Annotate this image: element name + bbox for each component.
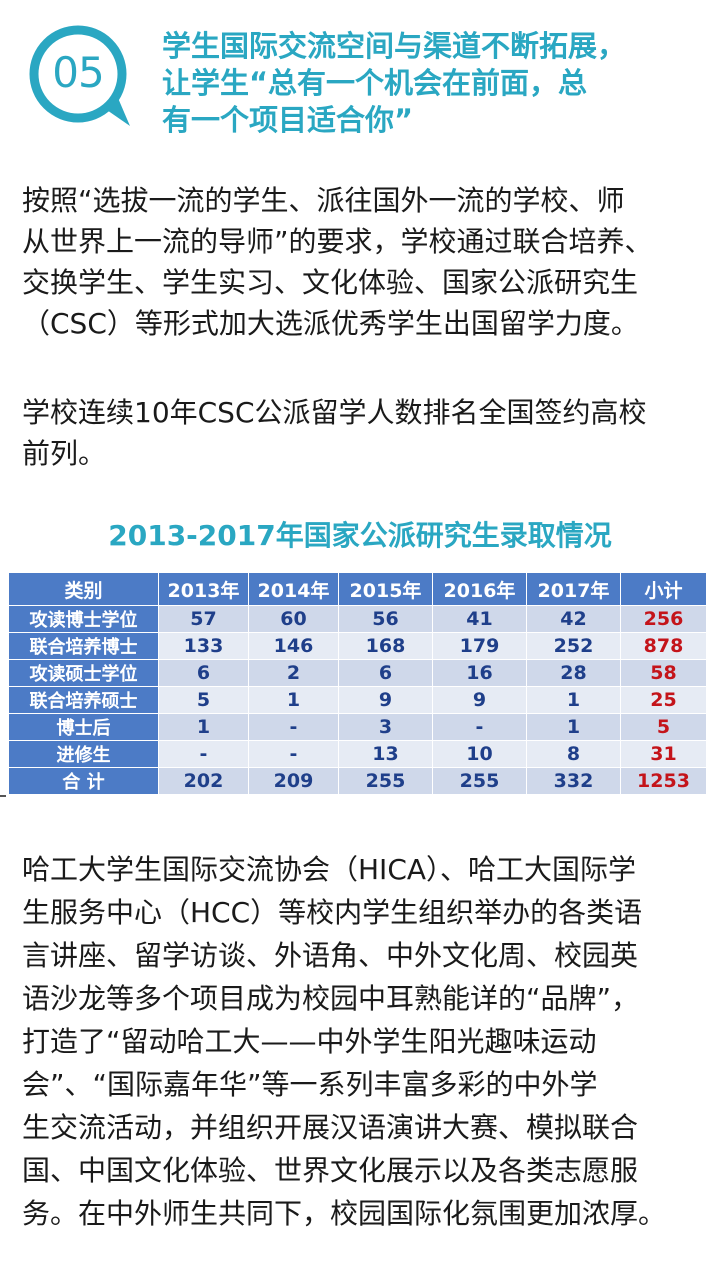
row-category: 进修生 (8, 740, 159, 768)
table-cell: 255 (432, 767, 527, 795)
paragraph-line: 国、中国文化体验、世界文化展示以及各类志愿服 (22, 1154, 639, 1187)
row-category: 联合培养博士 (8, 632, 159, 660)
column-header: 2015年 (338, 572, 433, 606)
paragraph-line: 学校连续10年CSC公派留学人数排名全国签约高校 (22, 396, 647, 429)
row-subtotal: 5 (620, 713, 707, 741)
table-cell: - (248, 740, 339, 768)
row-subtotal: 31 (620, 740, 707, 768)
paragraph-line: 交换学生、学生实习、文化体验、国家公派研究生 (22, 266, 639, 299)
table-cell: 1 (248, 686, 339, 714)
paragraph-line: 从世界上一流的导师”的要求，学校通过联合培养、 (22, 225, 653, 258)
column-header: 小计 (620, 572, 707, 606)
table-cell: 10 (432, 740, 527, 768)
paragraph-line: （CSC）等形式加大选派优秀学生出国留学力度。 (22, 307, 639, 340)
table-row: 联合培养硕士 5 1 9 9 1 25 (8, 686, 707, 714)
table-row: 攻读硕士学位 6 2 6 16 28 58 (8, 659, 707, 687)
table-cell: 8 (526, 740, 621, 768)
table-row: 进修生 - - 13 10 8 31 (8, 740, 707, 768)
divider (0, 795, 6, 797)
row-subtotal: 878 (620, 632, 707, 660)
headline-line: 有一个项目适合你” (162, 103, 414, 137)
paragraph-line: 生交流活动，并组织开展汉语演讲大赛、模拟联合 (22, 1111, 639, 1144)
headline-line: 让学生“总有一个机会在前面，总 (162, 66, 588, 100)
table-cell: 16 (432, 659, 527, 687)
paragraph-line: 前列。 (22, 437, 107, 470)
table-cell: 179 (432, 632, 527, 660)
column-header: 2013年 (158, 572, 249, 606)
table-cell: 6 (338, 659, 433, 687)
section-number: 05 (52, 48, 104, 97)
grand-total: 1253 (620, 767, 707, 795)
row-category: 博士后 (8, 713, 159, 741)
section-headline: 学生国际交流空间与渠道不断拓展， 让学生“总有一个机会在前面，总 有一个项目适合… (162, 28, 702, 139)
ranking-paragraph: 学校连续10年CSC公派留学人数排名全国签约高校 前列。 (22, 392, 712, 474)
table-cell: 3 (338, 713, 433, 741)
table-header-row: 类别 2013年 2014年 2015年 2016年 2017年 小计 (8, 572, 707, 606)
table-cell: 56 (338, 605, 433, 633)
row-category: 攻读博士学位 (8, 605, 159, 633)
total-label: 合 计 (8, 767, 159, 795)
headline-line: 学生国际交流空间与渠道不断拓展， (162, 29, 627, 63)
speech-bubble-badge-icon: 05 (26, 22, 138, 134)
table-cell: 252 (526, 632, 621, 660)
admission-table: 类别 2013年 2014年 2015年 2016年 2017年 小计 攻读博士… (8, 572, 707, 795)
paragraph-line: 语沙龙等多个项目成为校园中耳熟能详的“品牌”， (22, 982, 640, 1015)
row-category: 联合培养硕士 (8, 686, 159, 714)
table-cell: 13 (338, 740, 433, 768)
paragraph-line: 打造了“留动哈工大——中外学生阳光趣味运动 (22, 1025, 597, 1058)
table-cell: 255 (338, 767, 433, 795)
paragraph-line: 会”、“国际嘉年华”等一系列丰富多彩的中外学 (22, 1068, 598, 1101)
table-cell: - (248, 713, 339, 741)
table-cell: - (432, 713, 527, 741)
table-row: 联合培养博士 133 146 168 179 252 878 (8, 632, 707, 660)
table-cell: 1 (526, 686, 621, 714)
table-cell: 9 (338, 686, 433, 714)
table-cell: 60 (248, 605, 339, 633)
admission-table-container: 类别 2013年 2014年 2015年 2016年 2017年 小计 攻读博士… (8, 572, 707, 795)
table-row: 博士后 1 - 3 - 1 5 (8, 713, 707, 741)
row-subtotal: 256 (620, 605, 707, 633)
table-cell: 9 (432, 686, 527, 714)
table-cell: 6 (158, 659, 249, 687)
section-header: 05 学生国际交流空间与渠道不断拓展， 让学生“总有一个机会在前面，总 有一个项… (22, 18, 702, 148)
activities-paragraph: 哈工大学生国际交流协会（HICA）、哈工大国际学 生服务中心（HCC）等校内学生… (22, 848, 712, 1235)
column-header: 2014年 (248, 572, 339, 606)
table-cell: 2 (248, 659, 339, 687)
table-row: 攻读博士学位 57 60 56 41 42 256 (8, 605, 707, 633)
table-cell: 28 (526, 659, 621, 687)
paragraph-line: 生服务中心（HCC）等校内学生组织举办的各类语 (22, 896, 643, 929)
row-subtotal: 25 (620, 686, 707, 714)
paragraph-line: 哈工大学生国际交流协会（HICA）、哈工大国际学 (22, 853, 637, 886)
column-header: 2016年 (432, 572, 527, 606)
table-cell: 1 (158, 713, 249, 741)
row-category: 攻读硕士学位 (8, 659, 159, 687)
table-cell: 202 (158, 767, 249, 795)
table-cell: 146 (248, 632, 339, 660)
table-cell: 1 (526, 713, 621, 741)
intro-paragraph: 按照“选拔一流的学生、派往国外一流的学校、师 从世界上一流的导师”的要求，学校通… (22, 180, 712, 344)
table-cell: 41 (432, 605, 527, 633)
row-subtotal: 58 (620, 659, 707, 687)
table-cell: 168 (338, 632, 433, 660)
table-title: 2013-2017年国家公派研究生录取情况 (108, 519, 612, 552)
table-cell: 332 (526, 767, 621, 795)
paragraph-line: 按照“选拔一流的学生、派往国外一流的学校、师 (22, 184, 625, 217)
column-header: 2017年 (526, 572, 621, 606)
paragraph-line: 务。在中外师生共同下，校园国际化氛围更加浓厚。 (22, 1197, 667, 1230)
table-cell: 57 (158, 605, 249, 633)
table-cell: 133 (158, 632, 249, 660)
table-cell: 42 (526, 605, 621, 633)
column-header: 类别 (8, 572, 159, 606)
table-cell: 209 (248, 767, 339, 795)
table-cell: - (158, 740, 249, 768)
table-total-row: 合 计 202 209 255 255 332 1253 (8, 767, 707, 795)
table-cell: 5 (158, 686, 249, 714)
paragraph-line: 言讲座、留学访谈、外语角、中外文化周、校园英 (22, 939, 639, 972)
